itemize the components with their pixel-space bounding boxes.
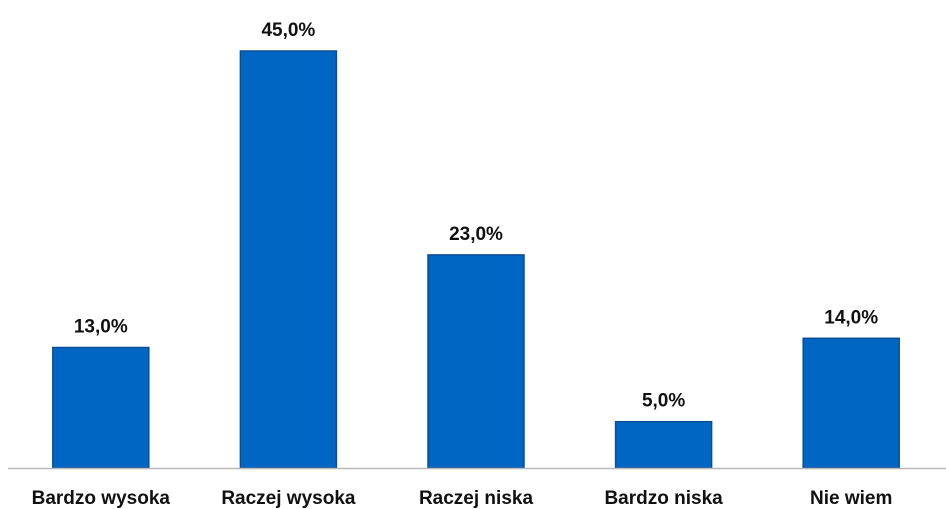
data-labels-layer: 13,0% 45,0% 23,0% 5,0% 14,0%: [74, 20, 878, 412]
data-label-bardzo-wysoka: 13,0%: [74, 317, 128, 338]
data-label-nie-wiem: 14,0%: [824, 307, 878, 328]
data-label-raczej-wysoka: 45,0%: [261, 20, 315, 41]
bar-raczej-wysoka: [239, 50, 338, 469]
category-label-bardzo-niska: Bardzo niska: [604, 488, 723, 509]
bar-bardzo-wysoka: [52, 346, 150, 469]
data-label-raczej-niska: 23,0%: [449, 224, 503, 245]
category-label-bardzo-wysoka: Bardzo wysoka: [32, 488, 171, 509]
bar-nie-wiem: [802, 337, 900, 469]
category-label-raczej-niska: Raczej niska: [419, 488, 533, 509]
data-label-bardzo-niska: 5,0%: [642, 391, 685, 412]
bar-raczej-niska: [427, 254, 525, 469]
bar-bardzo-niska: [614, 420, 713, 469]
category-labels-layer: Bardzo wysoka Raczej wysoka Raczej niska Ba…: [32, 488, 893, 509]
category-label-nie-wiem: Nie wiem: [810, 488, 892, 509]
bars-layer: [52, 50, 900, 469]
category-label-raczej-wysoka: Raczej wysoka: [221, 488, 356, 509]
